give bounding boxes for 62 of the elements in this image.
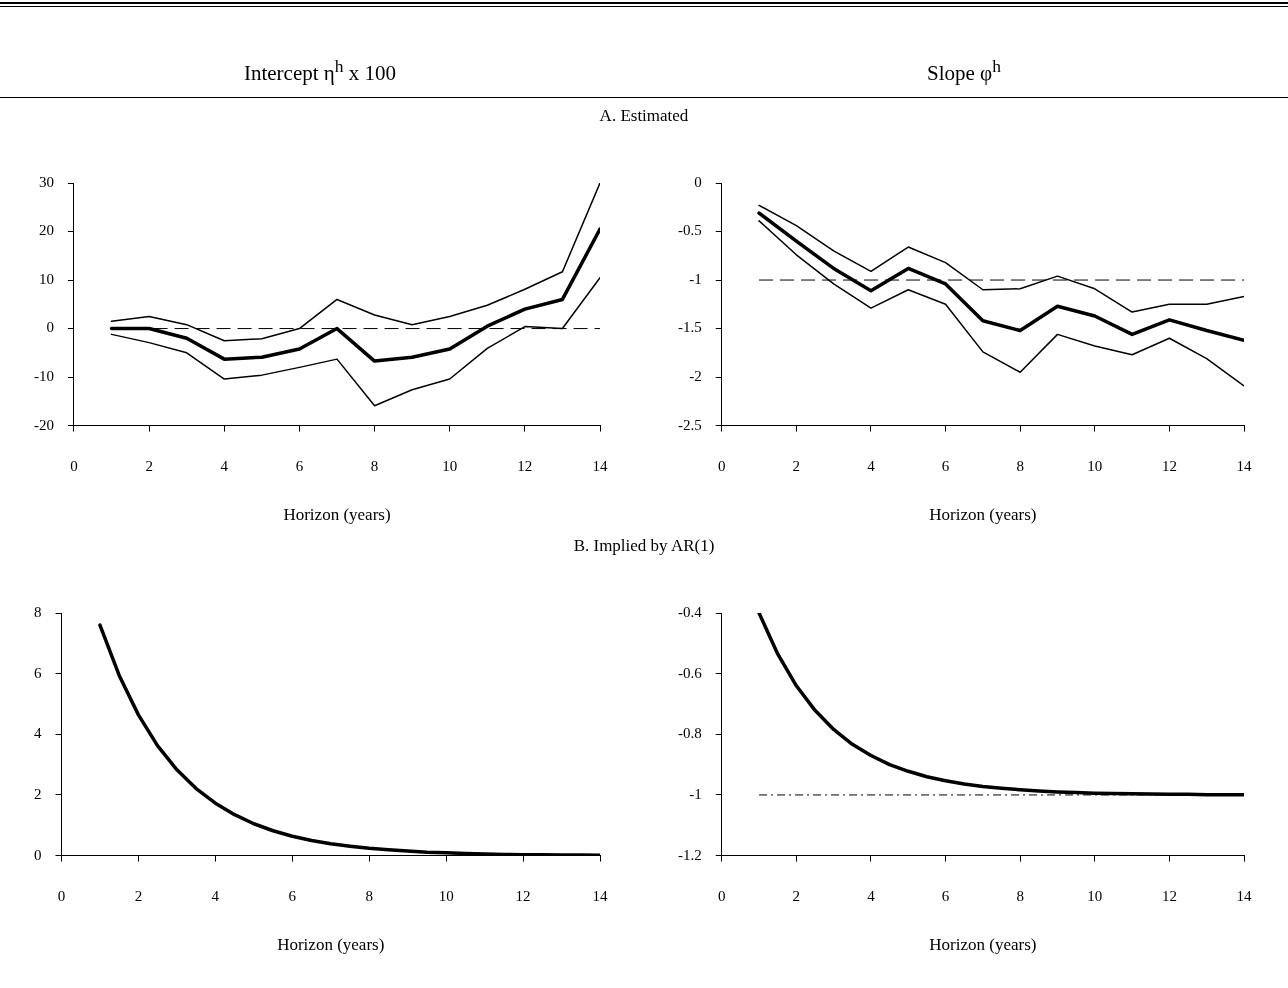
x-tick-label: 6 bbox=[941, 887, 950, 904]
y-tick-label: 20 bbox=[39, 222, 54, 239]
y-tick-label: -1.2 bbox=[678, 846, 702, 863]
x-tick-label: 6 bbox=[941, 457, 950, 474]
y-tick-label: -10 bbox=[34, 368, 54, 385]
x-tick-label: 8 bbox=[1016, 457, 1024, 474]
x-tick-label: 10 bbox=[442, 457, 458, 474]
y-tick-label: 8 bbox=[34, 603, 42, 620]
x-axis-title: Horizon (years) bbox=[929, 505, 1037, 525]
x-tick-label: 2 bbox=[134, 887, 143, 904]
x-tick-label: 10 bbox=[438, 887, 454, 904]
y-tick-label: 0 bbox=[46, 319, 54, 336]
y-tick-label: 0 bbox=[694, 173, 702, 190]
y-tick-label: 4 bbox=[34, 725, 42, 742]
y-tick-label: -0.6 bbox=[678, 664, 703, 681]
y-tick-label: 6 bbox=[34, 664, 42, 681]
x-tick-label: 14 bbox=[592, 887, 608, 904]
x-tick-label: 6 bbox=[288, 887, 297, 904]
y-tick-label: -1.5 bbox=[678, 319, 702, 336]
x-tick-label: 12 bbox=[1161, 457, 1177, 474]
x-tick-label: 8 bbox=[365, 887, 373, 904]
x-tick-label: 2 bbox=[145, 457, 153, 474]
x-tick-label: 12 bbox=[1161, 887, 1177, 904]
chart-title: Intercept η$^{h}$ x 100 bbox=[242, 56, 398, 86]
x-tick-label: 6 bbox=[295, 457, 304, 474]
chart-title: Slope φ$^{h}$ bbox=[926, 56, 1002, 86]
y-tick-label: -2.5 bbox=[678, 416, 702, 433]
y-tick-label: 2 bbox=[34, 785, 42, 802]
x-tick-label: 12 bbox=[515, 887, 531, 904]
y-tick-label: 10 bbox=[39, 270, 54, 287]
y-tick-label: 0 bbox=[34, 846, 42, 863]
y-tick-label: -2 bbox=[689, 368, 702, 385]
x-tick-label: 10 bbox=[1087, 887, 1103, 904]
x-tick-label: 4 bbox=[867, 887, 876, 904]
x-tick-label: 14 bbox=[592, 457, 608, 474]
y-tick-label: -0.8 bbox=[678, 725, 702, 742]
x-tick-label: 0 bbox=[718, 457, 726, 474]
y-tick-label: -0.4 bbox=[678, 603, 703, 620]
x-axis-title: Horizon (years) bbox=[283, 505, 391, 525]
x-tick-label: 14 bbox=[1236, 457, 1252, 474]
text: B. Implied by AR(1) bbox=[572, 536, 716, 556]
x-tick-label: 0 bbox=[70, 457, 78, 474]
x-tick-label: 8 bbox=[1016, 887, 1024, 904]
x-tick-label: 4 bbox=[211, 887, 220, 904]
x-tick-label: 0 bbox=[718, 887, 726, 904]
text: A. Estimated bbox=[598, 106, 690, 126]
x-tick-label: 4 bbox=[867, 457, 876, 474]
x-tick-label: 14 bbox=[1236, 887, 1252, 904]
y-tick-label: -1 bbox=[689, 785, 702, 802]
x-tick-label: 8 bbox=[370, 457, 379, 474]
x-tick-label: 0 bbox=[57, 887, 66, 904]
y-tick-label: -20 bbox=[34, 416, 54, 433]
y-tick-label: 30 bbox=[39, 173, 54, 190]
x-tick-label: 10 bbox=[1087, 457, 1103, 474]
y-tick-label: -1 bbox=[689, 270, 702, 287]
x-axis-title: Horizon (years) bbox=[277, 935, 385, 955]
x-tick-label: 2 bbox=[792, 457, 801, 474]
x-axis-title: Horizon (years) bbox=[929, 935, 1037, 955]
y-tick-label: -0.5 bbox=[678, 222, 702, 239]
x-tick-label: 4 bbox=[220, 457, 229, 474]
x-tick-label: 12 bbox=[517, 457, 533, 474]
x-tick-label: 2 bbox=[792, 887, 801, 904]
